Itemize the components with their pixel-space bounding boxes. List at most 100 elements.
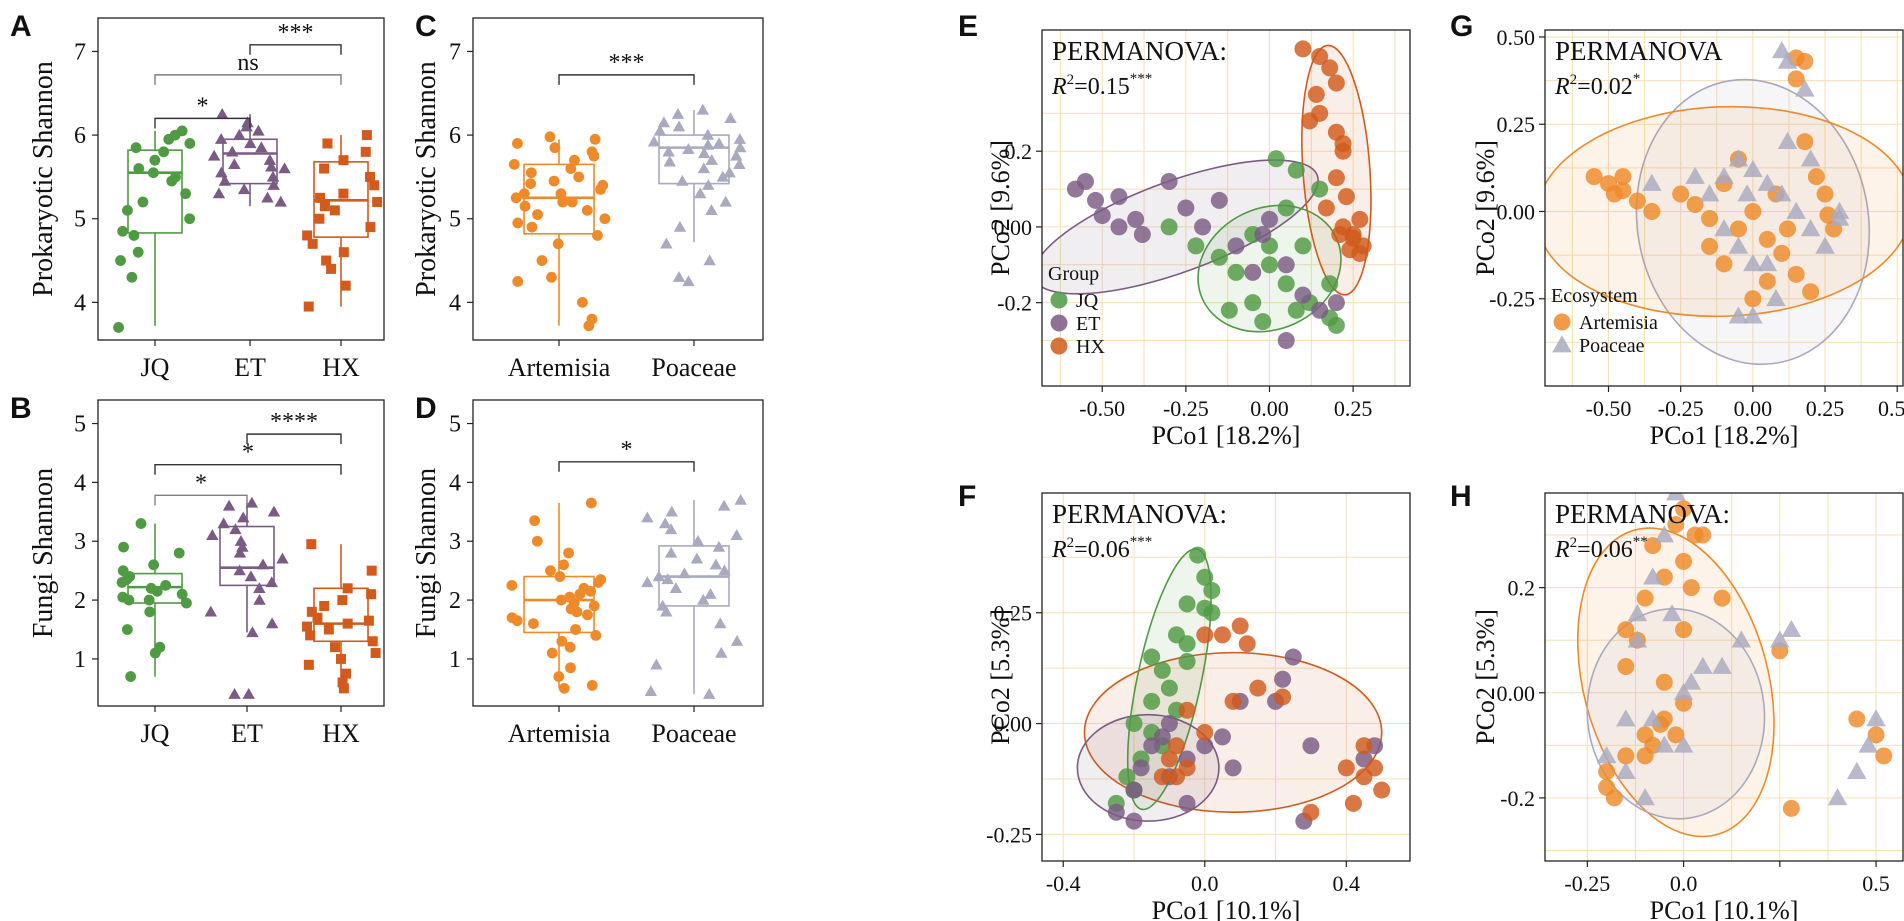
data-point-jq: [1210, 248, 1228, 266]
data-point-et: [1284, 648, 1302, 666]
data-point: [570, 624, 581, 635]
y-axis-label: PCo2 [5.3%]: [1471, 609, 1500, 745]
data-point: [342, 583, 353, 594]
data-point: [597, 179, 609, 191]
data-point: [319, 600, 330, 611]
data-point-jq: [1321, 275, 1339, 293]
data-point: [724, 112, 737, 124]
data-point-et: [1260, 210, 1278, 228]
data-point-jq: [1143, 648, 1161, 666]
data-point: [237, 511, 250, 523]
data-point-et: [1194, 218, 1212, 236]
r2-value: =0.06: [1074, 537, 1130, 563]
data-point: [508, 158, 520, 170]
x-axis-label: PCo1 [10.1%]: [1650, 896, 1799, 921]
data-point: [656, 599, 669, 611]
data-point-poaceae: [1866, 709, 1886, 727]
data-point: [340, 668, 351, 679]
data-point-artemisia: [1758, 230, 1776, 248]
data-point: [569, 154, 580, 166]
data-point-poaceae: [1643, 709, 1663, 727]
y-tick-label: 0.00: [1497, 199, 1536, 224]
data-point-jq: [1160, 679, 1178, 697]
y-tick-label: 0.2: [1005, 139, 1033, 164]
plot-frame: [472, 17, 764, 341]
data-point-et: [1244, 263, 1262, 281]
x-tick-label: JQ: [141, 353, 170, 382]
data-point: [256, 558, 270, 570]
significance-stars: *: [1633, 71, 1641, 87]
data-point: [662, 145, 675, 157]
data-point-jq: [1196, 568, 1214, 586]
data-point-artemisia: [1701, 209, 1719, 227]
y-tick-label: 5: [449, 207, 461, 233]
y-axis-label: Fungi Shannon: [28, 468, 59, 638]
data-point: [278, 162, 291, 174]
r2-value: =0.06: [1577, 537, 1633, 563]
data-point: [581, 204, 593, 216]
data-point-et: [1110, 218, 1128, 236]
significance-stars: ***: [1130, 534, 1153, 550]
data-point: [338, 683, 349, 694]
data-point-artemisia: [1694, 526, 1712, 544]
data-point: [564, 591, 576, 603]
data-point: [641, 511, 654, 523]
data-point-artemisia: [1796, 52, 1814, 70]
data-point-jq: [1178, 652, 1196, 670]
x-tick-label: -0.25: [1163, 396, 1209, 421]
data-point: [244, 137, 257, 149]
data-point: [599, 213, 611, 225]
data-point: [563, 547, 574, 559]
y-axis-label: Prokaryotic Shannon: [411, 61, 442, 297]
data-point-poaceae: [1743, 159, 1763, 177]
data-point-jq: [1267, 150, 1285, 168]
data-point-artemisia: [1779, 220, 1797, 238]
data-point-et: [1177, 199, 1195, 217]
data-point: [265, 576, 278, 588]
y-tick-label: 0.50: [1497, 25, 1536, 50]
data-point-jq: [1143, 692, 1161, 710]
data-point: [719, 195, 732, 207]
data-point: [671, 107, 685, 119]
data-point-hx: [1351, 210, 1369, 228]
data-point: [529, 515, 541, 527]
data-point: [149, 154, 161, 166]
data-point-artemisia: [1701, 237, 1719, 255]
y-axis-label: Prokaryotic Shannon: [28, 61, 59, 297]
x-axis-label: PCo1 [18.2%]: [1650, 421, 1799, 450]
data-point: [342, 618, 353, 629]
data-point: [664, 523, 678, 535]
data-point: [657, 116, 671, 128]
data-point: [337, 677, 348, 688]
data-point-poaceae: [1714, 166, 1734, 184]
data-point-jq: [1254, 313, 1272, 331]
data-point: [556, 635, 568, 647]
panel-h-pcoa: -0.25 0.0 0.5 -0.2 0.00 0.2 PCo1 [10.1%] PCo2 […: [1471, 492, 1904, 921]
x-tick-label: Poaceae: [651, 353, 736, 382]
data-point: [552, 238, 564, 250]
significance-label: ****: [270, 409, 318, 435]
data-point: [582, 609, 593, 621]
y-tick-label: 0.25: [994, 601, 1033, 626]
data-point: [118, 541, 129, 553]
plot-frame: [472, 399, 764, 707]
y-tick-label: -0.25: [986, 822, 1032, 847]
data-point: [267, 179, 280, 190]
data-point-hx: [1196, 723, 1214, 741]
data-point-artemisia: [1598, 763, 1616, 781]
x-tick-label: 0.4: [1333, 871, 1361, 896]
data-point-hx: [1213, 626, 1231, 644]
data-point-poaceae: [1673, 735, 1694, 753]
data-point: [319, 201, 330, 212]
data-point: [128, 230, 140, 241]
points: [1596, 493, 1893, 817]
x-tick-label: 0.00: [1250, 396, 1289, 421]
data-point: [184, 213, 196, 225]
data-point-artemisia: [1614, 182, 1632, 200]
r2-symbol: R: [1554, 74, 1570, 100]
data-point: [246, 626, 259, 638]
r2-exponent: 2: [1570, 72, 1578, 88]
significance-label: ***: [278, 20, 314, 46]
data-point: [564, 641, 576, 653]
